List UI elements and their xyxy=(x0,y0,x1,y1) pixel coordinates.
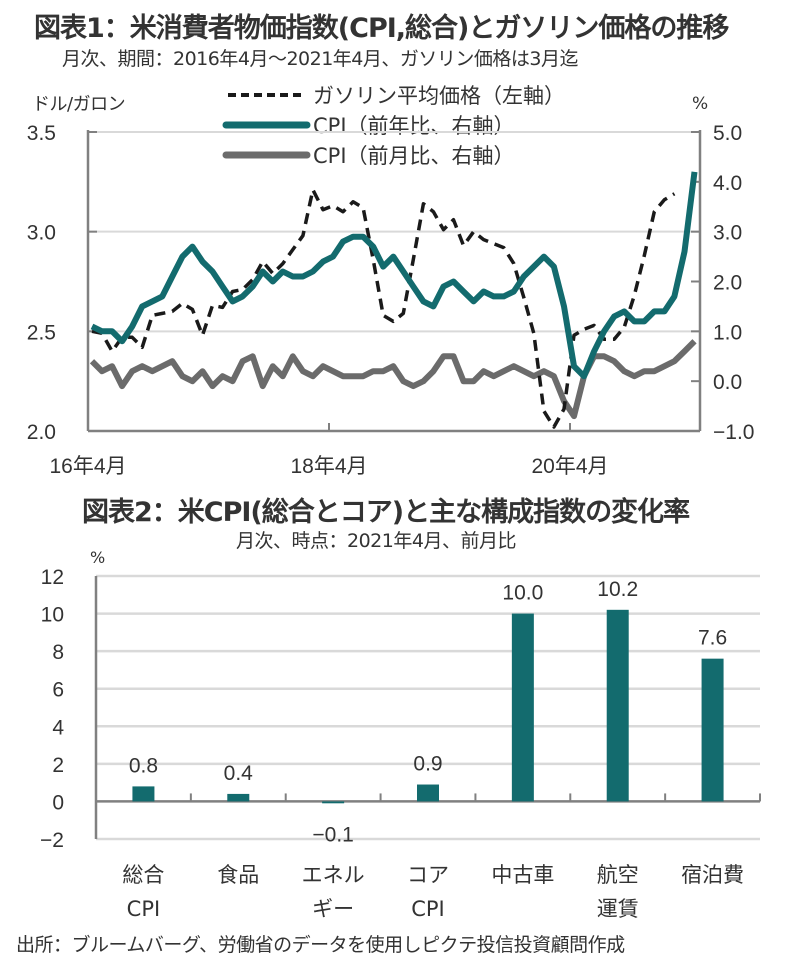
chart2-subtitle: 月次、時点：2021年4月、前月比 xyxy=(236,530,516,552)
chart1-subtitle: 月次、期間：2016年4月～2021年4月、ガソリン価格は3月迄 xyxy=(62,48,578,70)
category-label-line xyxy=(668,892,758,926)
y-axis-tick-label: 0 xyxy=(52,791,64,814)
category-label-line: CPI xyxy=(126,897,161,921)
right-axis-tick-label: −1.0 xyxy=(713,421,754,444)
legend-gasoline-label: ガソリン平均価格（左軸） xyxy=(313,84,565,108)
right-axis-tick-label: 0.0 xyxy=(713,371,742,394)
category-label: 総合 CPI xyxy=(98,858,188,926)
category-label-line: 航空 xyxy=(596,863,639,887)
left-axis-tick-label: 3.0 xyxy=(27,222,56,245)
y-axis-tick-label: 10 xyxy=(41,604,64,627)
y-axis-tick-label: 12 xyxy=(41,566,64,589)
category-label: 航空 運賃 xyxy=(573,858,663,926)
category-label: コア CPI xyxy=(383,858,473,926)
right-axis-tick-label: 2.0 xyxy=(713,272,742,295)
y-axis-tick-label: 6 xyxy=(52,679,64,702)
x-axis-tick-label: 20年4月 xyxy=(531,455,608,478)
chart1-left-axis-unit: ドル/ガロン xyxy=(32,94,126,115)
right-axis-tick-label: 5.0 xyxy=(713,122,742,145)
legend-cpi-yoy-label: CPI（前年比、右軸） xyxy=(313,114,515,138)
category-label-line xyxy=(478,892,568,926)
bar xyxy=(132,786,155,802)
legend-cpi-mom-label: CPI（前月比、右軸） xyxy=(313,144,515,168)
chart2-title: 図表2：米CPI(総合とコア)と主な構成指数の変化率 xyxy=(82,497,690,528)
y-axis-tick-label: 2 xyxy=(52,754,64,777)
bar xyxy=(511,613,534,802)
x-axis-tick-label: 16年4月 xyxy=(49,455,126,478)
series-line-cpi-yoy xyxy=(90,171,698,380)
category-label-line: コア xyxy=(407,863,449,887)
left-axis-tick-label: 3.5 xyxy=(27,122,56,145)
category-label: 宿泊費 xyxy=(668,858,758,926)
bar-data-label: 10.2 xyxy=(597,578,638,601)
y-axis-tick-label: 8 xyxy=(52,641,64,664)
bar-data-label: 0.9 xyxy=(413,753,442,776)
category-label-line: 総合 xyxy=(122,863,165,887)
bar xyxy=(701,658,724,802)
bar-data-label: 10.0 xyxy=(502,582,543,605)
bar-data-label: 0.8 xyxy=(129,754,158,777)
source-note: 出所：ブルームバーグ、労働省のデータを使用しピクテ投信投資顧問作成 xyxy=(16,934,625,956)
y-axis-tick-label: 4 xyxy=(52,716,64,739)
left-axis-tick-label: 2.0 xyxy=(27,421,56,444)
category-label-line xyxy=(193,892,283,926)
category-label-line: 中古車 xyxy=(491,863,555,887)
chart1-right-axis-unit: % xyxy=(692,94,708,114)
x-axis-tick-label: 18年4月 xyxy=(290,455,367,478)
category-label-line: 運賃 xyxy=(596,897,639,921)
right-axis-tick-label: 1.0 xyxy=(713,321,742,344)
right-axis-tick-label: 4.0 xyxy=(713,172,742,195)
chart2-y-axis-unit: % xyxy=(90,548,105,567)
bar xyxy=(606,609,629,802)
left-axis-tick-label: 2.5 xyxy=(27,321,56,344)
category-label: 食品 xyxy=(193,858,283,926)
series-line-gasoline xyxy=(91,188,676,429)
bar-data-label: 7.6 xyxy=(698,627,727,650)
category-label-line: エネル xyxy=(301,863,365,887)
category-label-line: CPI xyxy=(411,897,445,921)
category-label-line: ギー xyxy=(312,897,355,921)
category-label: 中古車 xyxy=(478,858,568,926)
chart1-title: 図表1：米消費者物価指数(CPI,総合)とガソリン価格の推移 xyxy=(34,13,729,44)
bar xyxy=(417,784,439,802)
category-label-line: 食品 xyxy=(217,863,260,887)
bar-data-label: 0.4 xyxy=(224,762,254,785)
category-label: エネル ギー xyxy=(288,858,378,926)
bar-data-label: −0.1 xyxy=(312,823,353,846)
category-label-line: 宿泊費 xyxy=(681,863,745,887)
y-axis-tick-label: −2 xyxy=(40,829,64,852)
bar xyxy=(322,801,345,804)
bar xyxy=(227,793,250,802)
chart1-plot: 3.5 3.0 2.5 2.0 5.0 4.0 3.0 2.0 1.0 0.0 −1.0 16年4月 1… xyxy=(27,93,754,478)
right-axis-tick-label: 3.0 xyxy=(713,222,742,245)
